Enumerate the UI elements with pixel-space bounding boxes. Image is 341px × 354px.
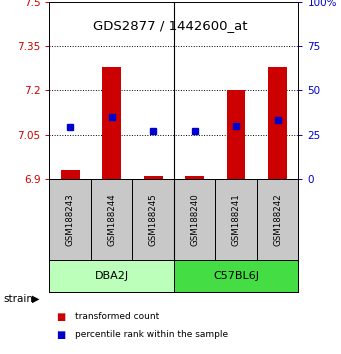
- Bar: [144, 176, 163, 179]
- Text: ■: ■: [56, 330, 65, 339]
- Text: DBA2J: DBA2J: [94, 271, 129, 281]
- Text: percentile rank within the sample: percentile rank within the sample: [75, 330, 228, 339]
- Text: GSM188242: GSM188242: [273, 193, 282, 246]
- Bar: [49, 260, 174, 292]
- Bar: [257, 179, 298, 260]
- Text: ■: ■: [56, 312, 65, 322]
- Text: GSM188243: GSM188243: [66, 193, 75, 246]
- Text: GDS2877 / 1442600_at: GDS2877 / 1442600_at: [93, 19, 248, 33]
- Bar: [174, 260, 298, 292]
- Text: transformed count: transformed count: [75, 312, 159, 321]
- Text: strain: strain: [3, 294, 33, 304]
- Bar: [174, 179, 216, 260]
- Bar: [102, 67, 121, 179]
- Bar: [227, 90, 246, 179]
- Text: GSM188244: GSM188244: [107, 193, 116, 246]
- Bar: [49, 179, 91, 260]
- Bar: [132, 179, 174, 260]
- Bar: [91, 179, 132, 260]
- Text: C57BL6J: C57BL6J: [213, 271, 259, 281]
- Bar: [61, 170, 79, 179]
- Bar: [216, 179, 257, 260]
- Bar: [268, 67, 287, 179]
- Text: GSM188245: GSM188245: [149, 193, 158, 246]
- Text: ▶: ▶: [32, 294, 40, 304]
- Text: GSM188241: GSM188241: [232, 193, 241, 246]
- Text: GSM188240: GSM188240: [190, 193, 199, 246]
- Bar: [185, 176, 204, 179]
